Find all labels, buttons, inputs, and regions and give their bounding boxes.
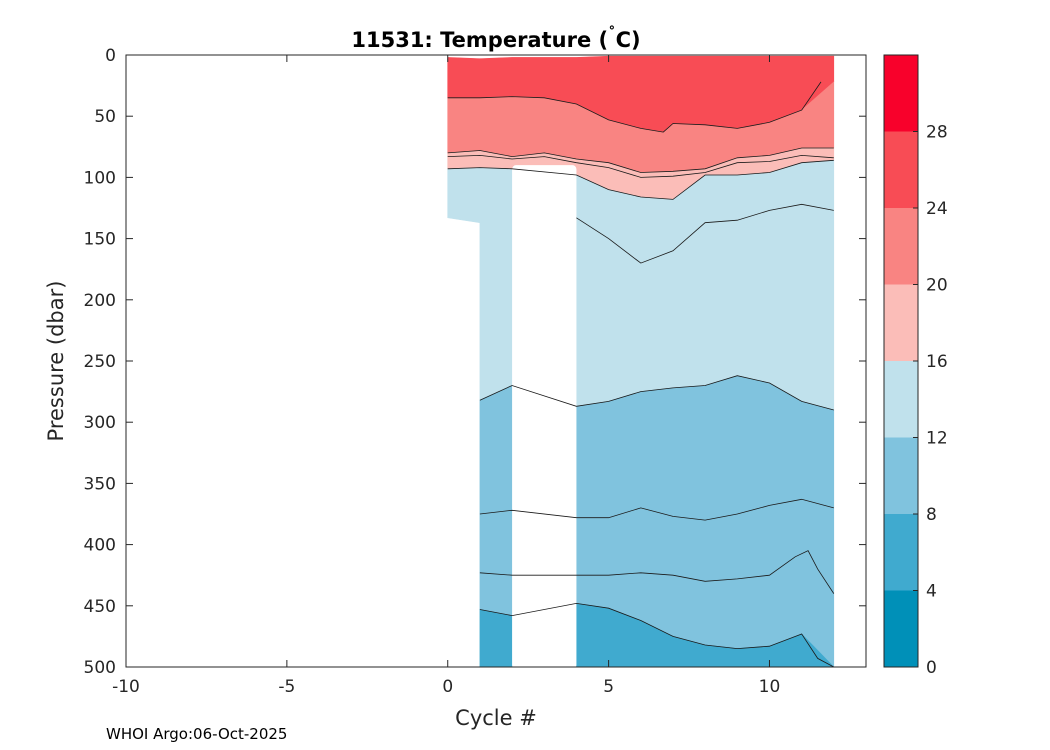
contour-lines bbox=[447, 81, 835, 667]
contour-line-5 bbox=[479, 375, 834, 411]
contour-fills bbox=[447, 55, 835, 667]
contour-line-0 bbox=[447, 81, 822, 133]
colorbar-tick-label: 28 bbox=[926, 123, 948, 143]
colorbar-swatch bbox=[884, 55, 918, 132]
y-axis: 0 50 100 150 200 250 300 350 400 450 500 bbox=[84, 46, 866, 678]
colorbar-swatch bbox=[884, 284, 918, 361]
contour-line-7 bbox=[479, 550, 835, 594]
y-tick-label: 100 bbox=[84, 168, 116, 188]
contour-line-3 bbox=[447, 159, 834, 200]
contour-band-12-16 bbox=[447, 159, 835, 411]
colorbar-swatch bbox=[884, 590, 918, 667]
x-axis-label: Cycle # bbox=[455, 706, 537, 730]
colorbar-tick-label: 0 bbox=[926, 658, 937, 678]
x-tick-label: -10 bbox=[112, 677, 140, 697]
plot-area bbox=[125, 54, 867, 668]
contour-line-2 bbox=[447, 154, 834, 178]
y-tick-label: 200 bbox=[84, 291, 116, 311]
x-tick-label: 0 bbox=[442, 677, 453, 697]
colorbar-tick-label: 4 bbox=[926, 582, 937, 602]
y-tick-label: 50 bbox=[94, 107, 116, 127]
x-tick-label: 5 bbox=[603, 677, 614, 697]
colorbar: 0 4 8 12 16 20 24 28 bbox=[883, 54, 948, 678]
colorbar-swatch bbox=[884, 131, 918, 208]
colorbar-swatch bbox=[884, 208, 918, 285]
contour-line-6 bbox=[479, 498, 834, 521]
x-tick-label: 10 bbox=[759, 677, 781, 697]
data-gap bbox=[512, 165, 577, 667]
chart-title: 11531: Temperature (˚C) bbox=[351, 25, 640, 52]
colorbar-tick-label: 24 bbox=[926, 199, 948, 219]
degree-symbol: ˚ bbox=[608, 25, 616, 43]
y-axis-label: Pressure (dbar) bbox=[44, 281, 68, 442]
contour-line-4 bbox=[576, 203, 834, 264]
y-tick-label: 300 bbox=[84, 413, 116, 433]
x-axis: -10 -5 0 5 10 bbox=[112, 55, 780, 697]
contour-line-8 bbox=[479, 602, 834, 667]
y-tick-label: 250 bbox=[84, 352, 116, 372]
y-tick-label: 500 bbox=[84, 658, 116, 678]
colorbar-tick-label: 20 bbox=[926, 276, 948, 296]
colorbar-swatch bbox=[884, 514, 918, 591]
colorbar-swatch bbox=[884, 437, 918, 514]
footer-credit: WHOI Argo:06-Oct-2025 bbox=[106, 725, 288, 743]
colorbar-tick-label: 8 bbox=[926, 505, 937, 525]
contour-line-1 bbox=[447, 147, 834, 173]
y-tick-label: 350 bbox=[84, 474, 116, 494]
colorbar-tick-label: 16 bbox=[926, 352, 948, 372]
y-tick-label: 400 bbox=[84, 536, 116, 556]
colorbar-tick-label: 12 bbox=[926, 429, 948, 449]
colorbar-swatch bbox=[884, 361, 918, 438]
x-tick-label: -5 bbox=[278, 677, 295, 697]
y-tick-label: 150 bbox=[84, 230, 116, 250]
y-tick-label: 450 bbox=[84, 597, 116, 617]
y-tick-label: 0 bbox=[105, 46, 116, 66]
